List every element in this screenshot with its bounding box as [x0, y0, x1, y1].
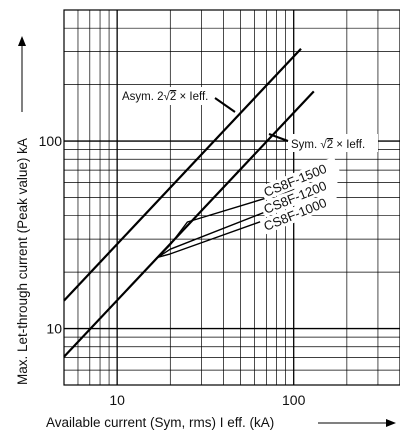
sym-radicand: 2 — [327, 139, 333, 151]
x-axis-label: Available current (Sym, rms) I eff. (kA) — [46, 415, 274, 430]
asym-annotation: Asym. 2√2 × Ieff. — [118, 87, 236, 113]
plot-frame — [63, 9, 400, 386]
x-tick-label-100: 100 — [282, 392, 306, 408]
fuse-label-1000-bg — [259, 190, 340, 235]
svg-text:Sym. √2 × Ieff.: Sym. √2 × Ieff. — [291, 138, 365, 151]
sym-annotation-bg — [288, 134, 378, 152]
sym-label-prefix: Sym. — [291, 139, 320, 151]
asym-line — [63, 47, 302, 302]
asym-radicand: 2 — [170, 91, 176, 103]
sym-leader-line — [268, 133, 289, 142]
y-axis-arrow-head — [18, 36, 26, 46]
x-tick-label-10: 10 — [109, 392, 125, 408]
sym-sqrt-symbol: √ — [320, 138, 327, 151]
sym-annotation: Sym. √2 × Ieff. — [268, 133, 378, 152]
sym-label-suffix: × Ieff. — [333, 139, 365, 151]
cs8f-1500-curve — [157, 189, 294, 258]
cs8f-1200-curve — [157, 200, 294, 258]
asym-annotation-bg — [118, 87, 222, 105]
asym-sqrt-symbol: √ — [164, 90, 171, 103]
x-axis-arrow-head — [386, 419, 396, 427]
asym-label-prefix: Asym. 2 — [122, 91, 164, 103]
fuse-label-1500-bg — [259, 156, 340, 201]
svg-text:Asym. 2√2 × Ieff.: Asym. 2√2 × Ieff. — [122, 90, 208, 103]
y-axis-label: Max. Let-through current (Peak value) kA — [15, 138, 30, 385]
fuse-label-1200-bg — [259, 173, 340, 218]
y-tick-label-100: 100 — [39, 133, 63, 149]
y-tick-label-10: 10 — [46, 321, 62, 337]
cs8f-1000-curve — [157, 209, 294, 258]
asym-label-suffix: × Ieff. — [176, 91, 208, 103]
asym-leader-line — [214, 97, 236, 113]
grid-minor — [64, 10, 400, 385]
